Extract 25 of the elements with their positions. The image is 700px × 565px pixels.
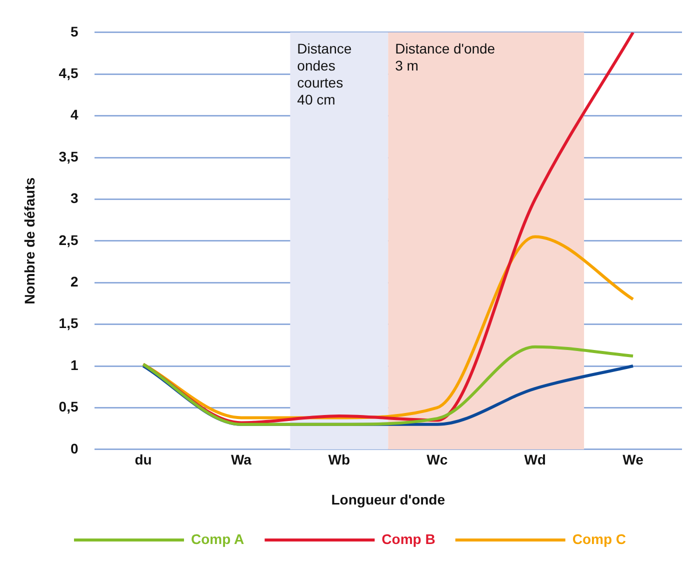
x-axis-title: Longueur d'onde: [331, 491, 446, 508]
y-tick-label: 0,5: [58, 398, 78, 415]
x-tick-label: Wd: [524, 452, 546, 468]
y-tick-label: 3: [70, 190, 78, 206]
x-tick-label: We: [622, 452, 644, 468]
x-tick-label: Wc: [426, 452, 448, 468]
y-tick-label: 3,5: [58, 148, 78, 164]
text: Comp B: [382, 530, 436, 547]
line-series: [142, 345, 635, 426]
y-tick-label: 2,5: [58, 232, 78, 248]
y-axis-title: Nombre de défauts: [21, 177, 38, 304]
text: Comp A: [191, 530, 244, 547]
y-tick-label: 1,5: [58, 315, 78, 332]
x-tick-label: Wa: [230, 452, 252, 468]
x-tick-label: du: [134, 452, 152, 468]
y-tick-label: 2: [70, 273, 78, 290]
x-tick-label: Wb: [328, 452, 350, 468]
y-tick-label: 1: [70, 356, 78, 373]
y-tick-label: 4: [70, 106, 78, 123]
text: Comp C: [572, 530, 626, 547]
y-tick-label: 5: [70, 23, 78, 40]
band-label: Distance d'onde 3 m: [395, 40, 496, 74]
band-label: Distance ondes courtes 40 cm: [297, 40, 352, 108]
y-tick-label: 0: [70, 440, 78, 456]
y-tick-label: 4,5: [58, 64, 78, 81]
